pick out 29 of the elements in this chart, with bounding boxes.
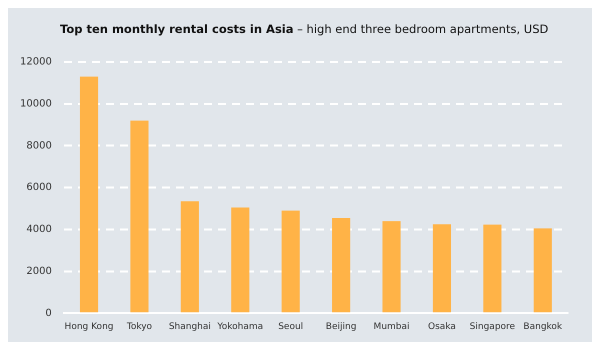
x-tick-label: Mumbai — [374, 322, 410, 332]
bar — [231, 207, 250, 312]
chart-title: Top ten monthly rental costs in Asia — [60, 22, 294, 36]
bar — [382, 221, 401, 312]
y-tick-label: 4000 — [26, 224, 52, 236]
y-tick-label: 10000 — [20, 98, 52, 110]
bar — [180, 201, 199, 312]
y-tick-label: 2000 — [26, 266, 52, 277]
x-tick-label: Hong Kong — [64, 322, 114, 332]
bar — [282, 210, 300, 312]
y-tick-label: 0 — [45, 308, 52, 319]
bar — [130, 120, 149, 312]
x-tick-label: Osaka — [428, 322, 456, 332]
x-tick-label: Beijing — [326, 322, 356, 332]
bar — [534, 228, 552, 312]
y-tick-label: 6000 — [26, 182, 52, 194]
bar — [432, 224, 452, 312]
bar — [483, 224, 502, 312]
x-tick-label: Bangkok — [523, 322, 563, 332]
chart-subtitle: – high end three bedroom apartments, USD — [297, 22, 548, 36]
y-tick-label: 12000 — [20, 56, 52, 68]
x-tick-label: Tokyo — [126, 322, 153, 332]
x-tick-label: Yokohama — [216, 322, 264, 332]
x-tick-label: Seoul — [278, 322, 304, 332]
bar — [332, 218, 350, 312]
y-tick-label: 8000 — [26, 140, 52, 152]
x-tick-label: Singapore — [470, 322, 516, 332]
x-tick-label: Shanghai — [168, 322, 211, 332]
bar — [80, 76, 98, 312]
